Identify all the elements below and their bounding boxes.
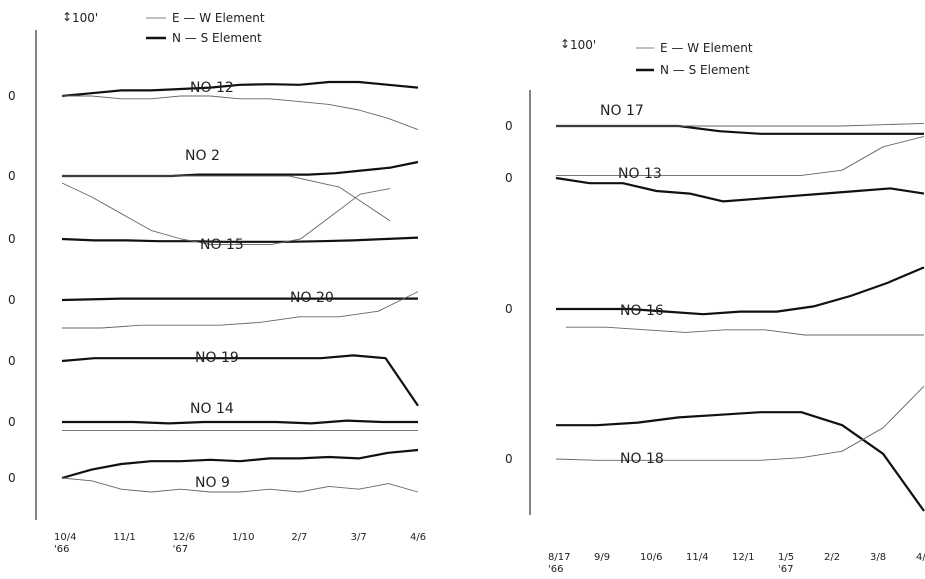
series-label-no-16: NO 16 [620, 303, 664, 319]
line-no-20-ew [62, 291, 419, 329]
x-tick-year: '66 [548, 564, 563, 575]
line-no-2-ns [62, 160, 419, 178]
series-label-no-2: NO 2 [185, 148, 220, 164]
series-label-no-15: NO 15 [200, 237, 244, 253]
x-tick-2-7: 2/7 [291, 532, 307, 543]
x-tick-3-7: 3/7 [351, 532, 367, 543]
line-no-9-ns [61, 448, 419, 480]
line-no-13-ns [555, 176, 925, 203]
line-no-2-ew [62, 175, 391, 222]
line-no-16-ew [566, 326, 924, 336]
x-tick-1-5: 1/5 [778, 552, 794, 563]
x-tick-11-1: 11/1 [113, 532, 135, 543]
x-tick-10-4: 10/4 [54, 532, 76, 543]
line-no-13-ew [556, 135, 925, 176]
series-label-no-17: NO 17 [600, 103, 644, 119]
line-no-12-ns [61, 80, 419, 98]
line-no-14-ns [62, 419, 418, 425]
series-label-no-9: NO 9 [195, 475, 230, 491]
x-tick-year: '67 [778, 564, 793, 575]
line-no-15-ew [61, 182, 391, 246]
left-zero-no-2: 0 [8, 169, 16, 183]
left-scale-arrow: ↕ [62, 10, 72, 24]
x-tick-10-6: 10/6 [640, 552, 662, 563]
right-zero-no-16: 0 [505, 302, 513, 316]
line-no-20-ns [61, 297, 418, 302]
line-no-17-ew [556, 122, 925, 127]
line-no-18-ns [556, 411, 925, 512]
left-zero-no-20: 0 [8, 293, 16, 307]
left-zero-no-9: 0 [8, 471, 16, 485]
line-no-16-ns [556, 266, 925, 316]
left-zero-no-14: 0 [8, 415, 16, 429]
left-zero-no-15: 0 [8, 232, 16, 246]
x-tick-11-4: 11/4 [686, 552, 708, 563]
series-label-no-18: NO 18 [620, 451, 664, 467]
right-zero-no-17: 0 [505, 119, 513, 133]
x-tick-9-9: 9/9 [594, 552, 610, 563]
series-label-no-14: NO 14 [190, 401, 234, 417]
x-tick-year: '66 [54, 544, 69, 555]
right-zero-no-13: 0 [505, 171, 513, 185]
x-tick-2-2: 2/2 [824, 552, 840, 563]
x-tick-4-4: 4/4 [916, 552, 925, 563]
x-tick-1-10: 1/10 [232, 532, 254, 543]
line-no-17-ns [556, 124, 924, 135]
x-tick-4-6: 4/6 [410, 532, 426, 543]
left-legend-thick-label: N — S Element [172, 31, 262, 45]
series-label-no-19: NO 19 [195, 350, 239, 366]
x-tick-3-8: 3/8 [870, 552, 886, 563]
left-legend-thin-label: E — W Element [172, 11, 265, 25]
series-label-no-20: NO 20 [290, 290, 334, 306]
right-legend-thin-label: E — W Element [660, 41, 753, 55]
right-zero-no-18: 0 [505, 452, 513, 466]
right-scale-label: 100' [570, 38, 596, 52]
right-legend-thick-label: N — S Element [660, 63, 750, 77]
right-scale-arrow: ↕ [560, 37, 570, 51]
left-scale-label: 100' [72, 11, 98, 25]
line-no-18-ew [555, 385, 925, 461]
left-zero-no-12: 0 [8, 89, 16, 103]
x-tick-12-6: 12/6 [173, 532, 195, 543]
x-tick-year: '67 [173, 544, 188, 555]
left-zero-no-19: 0 [8, 354, 16, 368]
series-label-no-13: NO 13 [618, 166, 662, 182]
line-no-19-ns [61, 354, 419, 407]
left-panel: ↕ 100' E — W Element N — S Element 0 0 0 0 0… [8, 10, 426, 555]
series-label-no-12: NO 12 [190, 80, 234, 96]
line-no-9-ew [61, 477, 419, 493]
right-panel: ↕ 100' E — W Element N — S Element 0000 … [505, 37, 925, 575]
line-no-15-ns [61, 236, 419, 243]
line-no-12-ew [62, 95, 419, 131]
x-tick-12-1: 12/1 [732, 552, 754, 563]
x-tick-8-17: 8/17 [548, 552, 570, 563]
